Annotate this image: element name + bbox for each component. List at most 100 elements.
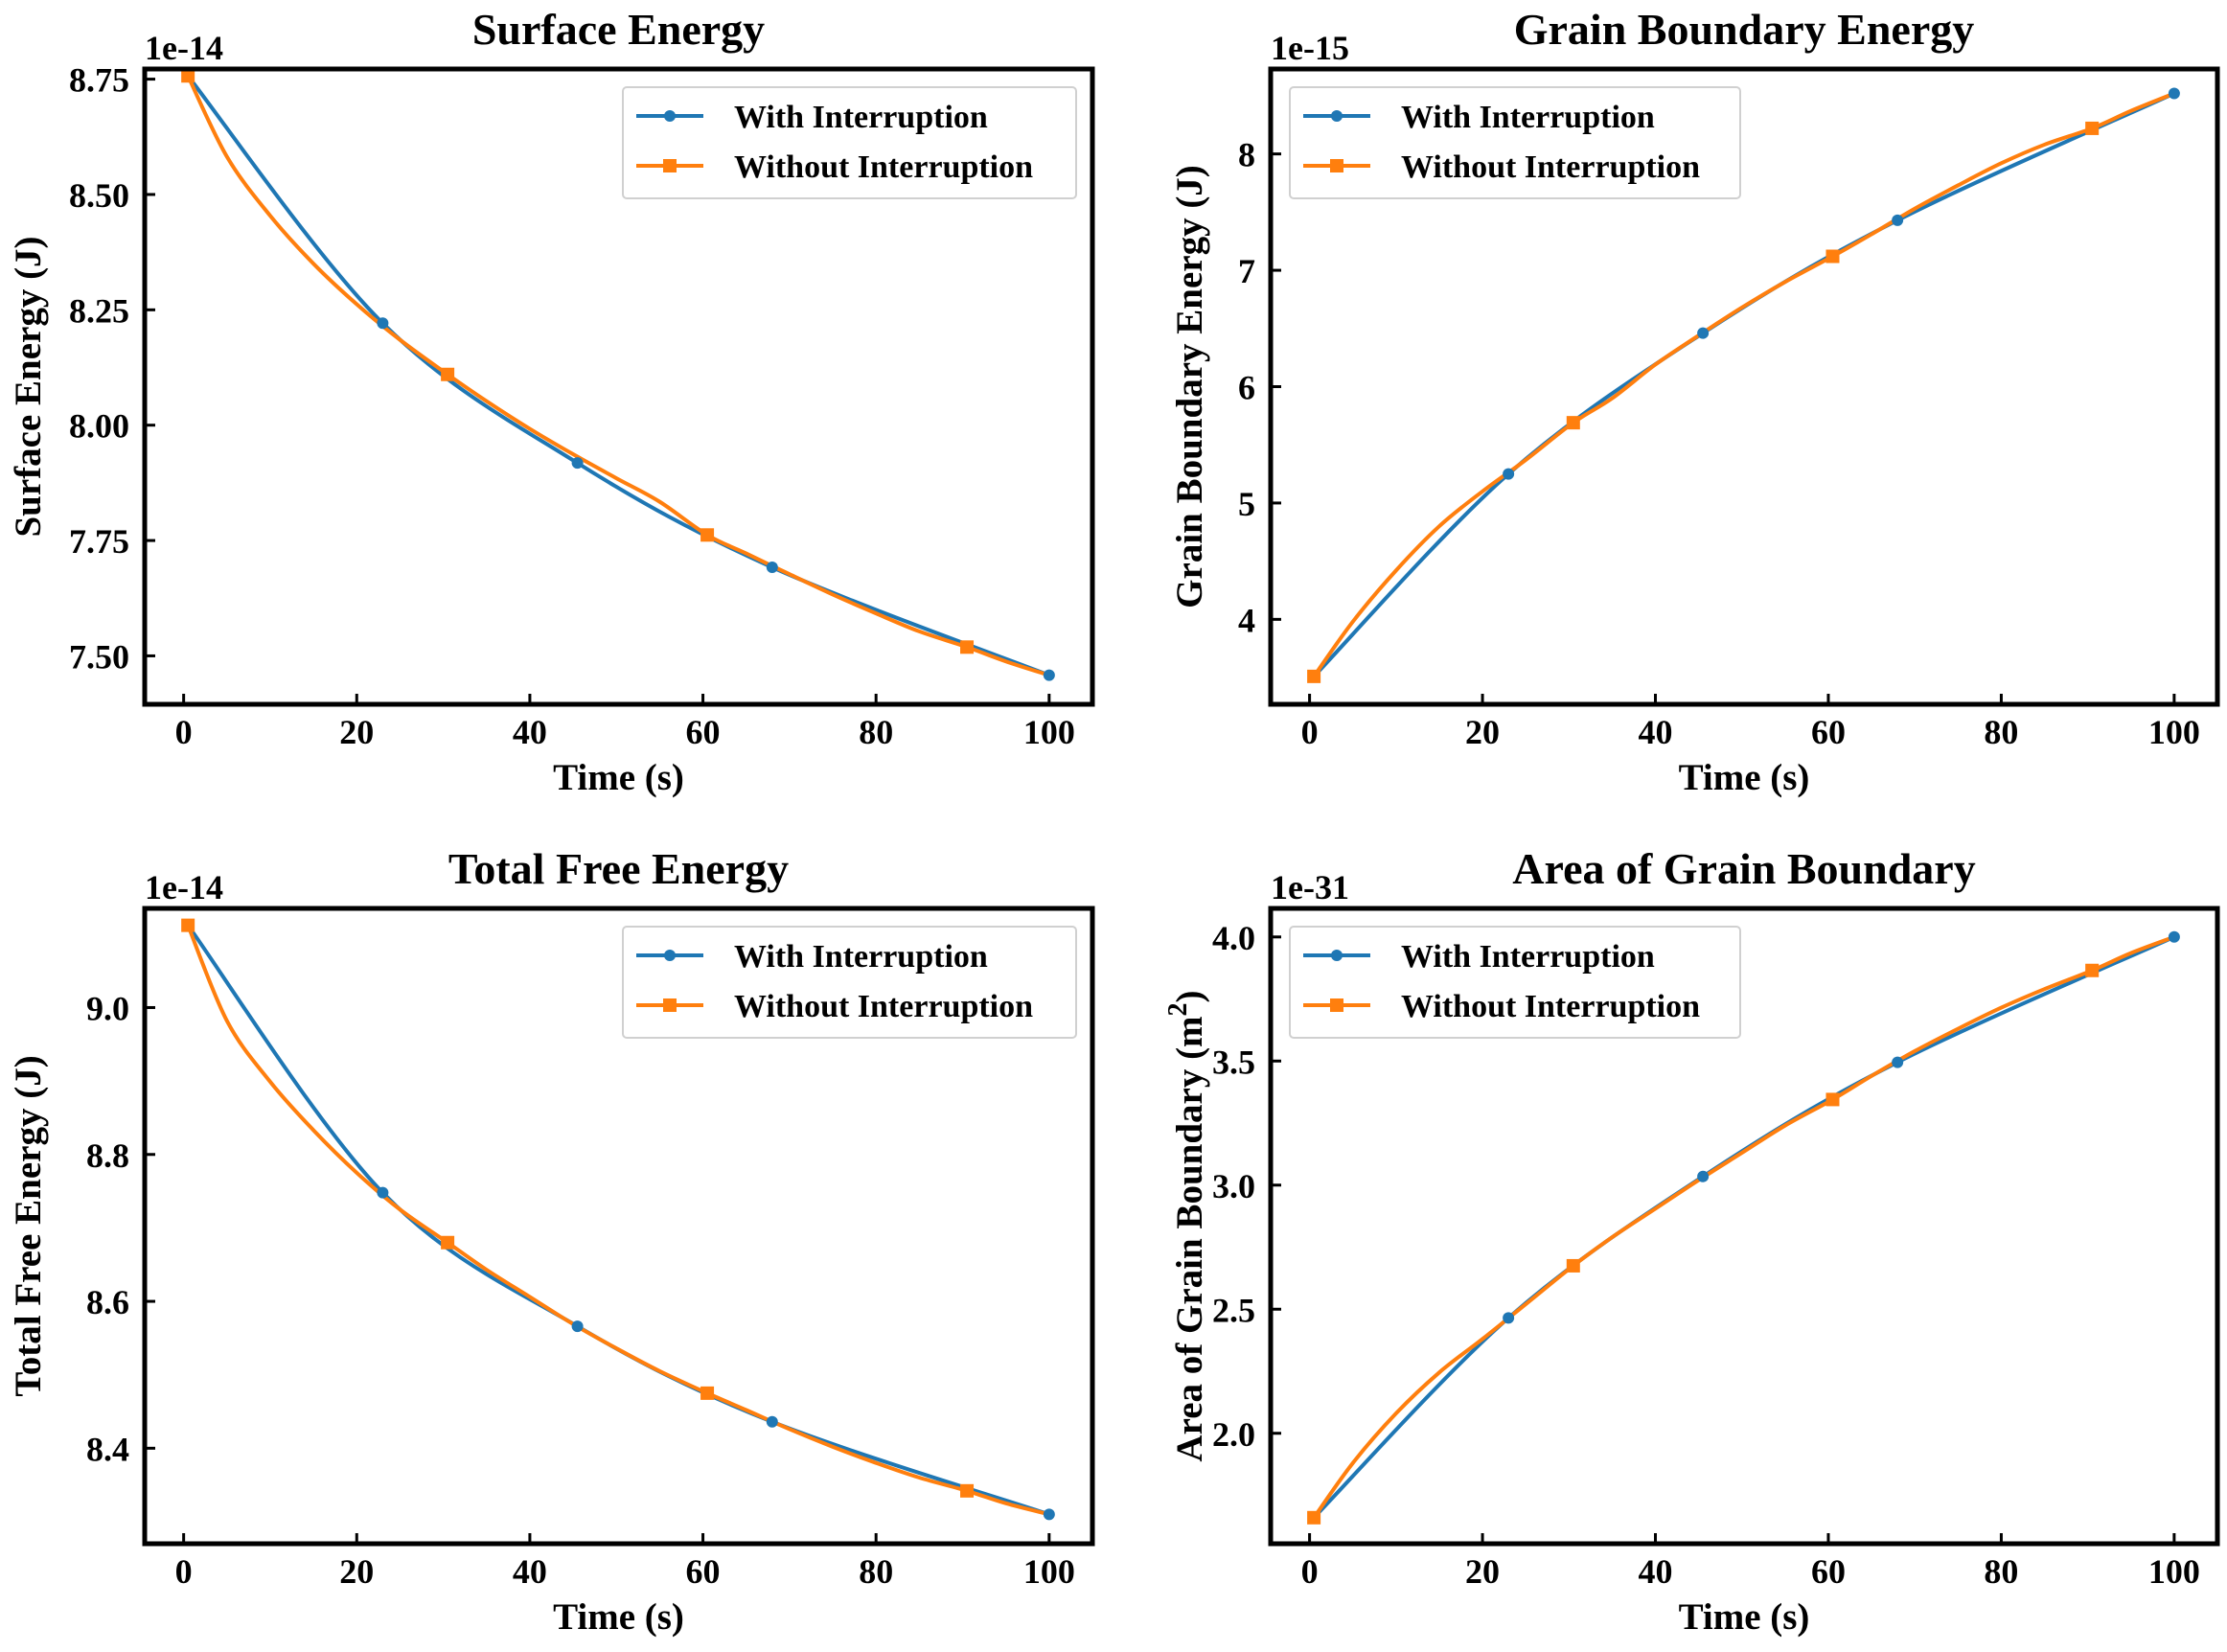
legend-label-2: Without Interruption	[1401, 149, 1700, 185]
y-tick-label: 8.75	[69, 61, 129, 100]
y-tick-label: 7.75	[69, 522, 129, 561]
plot-area	[181, 69, 1055, 681]
series-2-point-7	[1566, 416, 1580, 430]
offset-label: 1e-15	[1271, 29, 1349, 67]
series-line-2	[186, 75, 1050, 677]
series-2-point-1	[181, 918, 195, 932]
x-tick-label: 60	[686, 1552, 721, 1591]
x-tick-label: 60	[686, 713, 721, 751]
legend: With Interruption Without Interruption	[622, 86, 1077, 199]
series-2-point-7	[441, 1235, 455, 1250]
series-1-point-2	[1503, 1312, 1515, 1324]
x-axis-label: Time (s)	[553, 1596, 684, 1638]
legend-label-2: Without Interruption	[734, 149, 1033, 185]
legend-label-1: With Interruption	[734, 939, 988, 975]
chart-title: Area of Grain Boundary	[1512, 844, 1975, 893]
legend: With Interruption Without Interruption	[1289, 926, 1741, 1039]
axes-frame	[1268, 906, 2220, 1547]
series-2-point-13	[700, 1386, 715, 1400]
series-1-point-3	[1697, 1170, 1710, 1182]
y-tick-label: 8	[1238, 136, 1255, 174]
x-tick-label: 80	[859, 713, 893, 751]
y-tick-label: 8.00	[69, 407, 129, 446]
legend-box	[1289, 86, 1741, 199]
offset-label: 1e-14	[145, 29, 223, 67]
legend-box	[622, 86, 1077, 199]
x-tick-label: 20	[1465, 1552, 1500, 1591]
y-tick-label: 9.0	[86, 989, 129, 1027]
y-tick-label: 3.5	[1212, 1043, 1255, 1081]
legend-label-2: Without Interruption	[734, 989, 1033, 1024]
x-tick-label: 40	[1639, 1552, 1673, 1591]
chart-title: Grain Boundary Energy	[1514, 5, 1975, 54]
y-tick-label: 2.5	[1212, 1291, 1255, 1329]
x-tick-label: 80	[859, 1552, 893, 1591]
series-1-point-2	[377, 317, 389, 330]
series-1-point-3	[1697, 327, 1710, 339]
series-1-point-2	[1503, 468, 1515, 480]
legend-label-1: With Interruption	[1401, 100, 1655, 135]
series-2-point-7	[441, 367, 455, 381]
series-1-point-5	[2168, 87, 2180, 100]
x-tick-label: 20	[339, 1552, 374, 1591]
series-1-point-4	[1892, 214, 1904, 226]
legend-marker-square	[663, 998, 677, 1012]
legend-label-2: Without Interruption	[1401, 989, 1700, 1024]
y-tick-label: 7.50	[69, 637, 129, 676]
series-line-2	[1312, 934, 2175, 1519]
x-tick-label: 20	[339, 713, 374, 751]
series-2-point-7	[1566, 1258, 1580, 1273]
chart-panel-2: Grain Boundary Energy 1e-15 0 20 40 60 80 100 4 5…	[1169, 5, 2220, 798]
series-1-point-5	[2168, 930, 2180, 943]
series-2-point-19	[2085, 963, 2100, 977]
x-tick-label: 0	[1301, 713, 1319, 751]
axes-frame	[142, 66, 1095, 707]
legend-box	[622, 926, 1077, 1039]
x-axis-label: Time (s)	[553, 757, 684, 798]
legend-marker-circle	[1331, 950, 1343, 961]
x-axis-label: Time (s)	[1679, 1596, 1810, 1638]
y-tick-label: 5	[1238, 485, 1255, 523]
x-tick-label: 100	[2148, 713, 2200, 751]
chart-title: Total Free Energy	[448, 844, 789, 893]
axes-frame	[142, 906, 1095, 1547]
series-1-point-3	[571, 457, 584, 470]
series-1-point-4	[1892, 1056, 1904, 1068]
y-tick-label: 3.0	[1212, 1167, 1255, 1205]
series-2-point-1	[181, 69, 195, 83]
chart-panel-4: Area of Grain Boundary 1e-31 0 20 40 60 80 100 2…	[1163, 844, 2220, 1638]
legend: With Interruption Without Interruption	[1289, 86, 1741, 199]
y-tick-label: 7	[1238, 252, 1255, 290]
x-tick-label: 40	[513, 713, 547, 751]
legend-marker-square	[1330, 159, 1343, 172]
x-tick-label: 0	[175, 713, 193, 751]
x-tick-label: 100	[1023, 1552, 1075, 1591]
series-2-point-1	[1307, 1510, 1321, 1525]
y-tick-label: 4	[1238, 601, 1255, 639]
series-1-point-2	[377, 1186, 389, 1199]
chart-panel-1: Surface Energy 1e-14 0 20 40 60 80 100 7.50 7.75 8…	[8, 5, 1095, 798]
y-tick-label: 6	[1238, 369, 1255, 407]
x-tick-label: 40	[513, 1552, 547, 1591]
x-tick-label: 60	[1811, 713, 1846, 751]
legend: With Interruption Without Interruption	[622, 926, 1077, 1039]
series-2-point-13	[1825, 1092, 1840, 1107]
y-axis-label: Grain Boundary Energy (J)	[1169, 165, 1210, 608]
series-2-point-13	[700, 528, 715, 542]
series-2-point-13	[1825, 249, 1840, 264]
legend-marker-circle	[664, 950, 676, 961]
legend-label-1: With Interruption	[1401, 939, 1655, 975]
y-axis-label: Surface Energy (J)	[8, 236, 49, 537]
series-1-point-4	[766, 1415, 778, 1428]
y-tick-label: 8.50	[69, 176, 129, 215]
x-tick-label: 40	[1639, 713, 1673, 751]
x-tick-label: 0	[175, 1552, 193, 1591]
x-axis-label: Time (s)	[1679, 757, 1810, 798]
y-tick-label: 2.0	[1212, 1415, 1255, 1454]
legend-marker-circle	[1331, 110, 1343, 122]
x-tick-label: 80	[1984, 1552, 2018, 1591]
series-1-point-3	[571, 1320, 584, 1333]
x-tick-label: 60	[1811, 1552, 1846, 1591]
legend-marker-square	[1330, 998, 1343, 1012]
